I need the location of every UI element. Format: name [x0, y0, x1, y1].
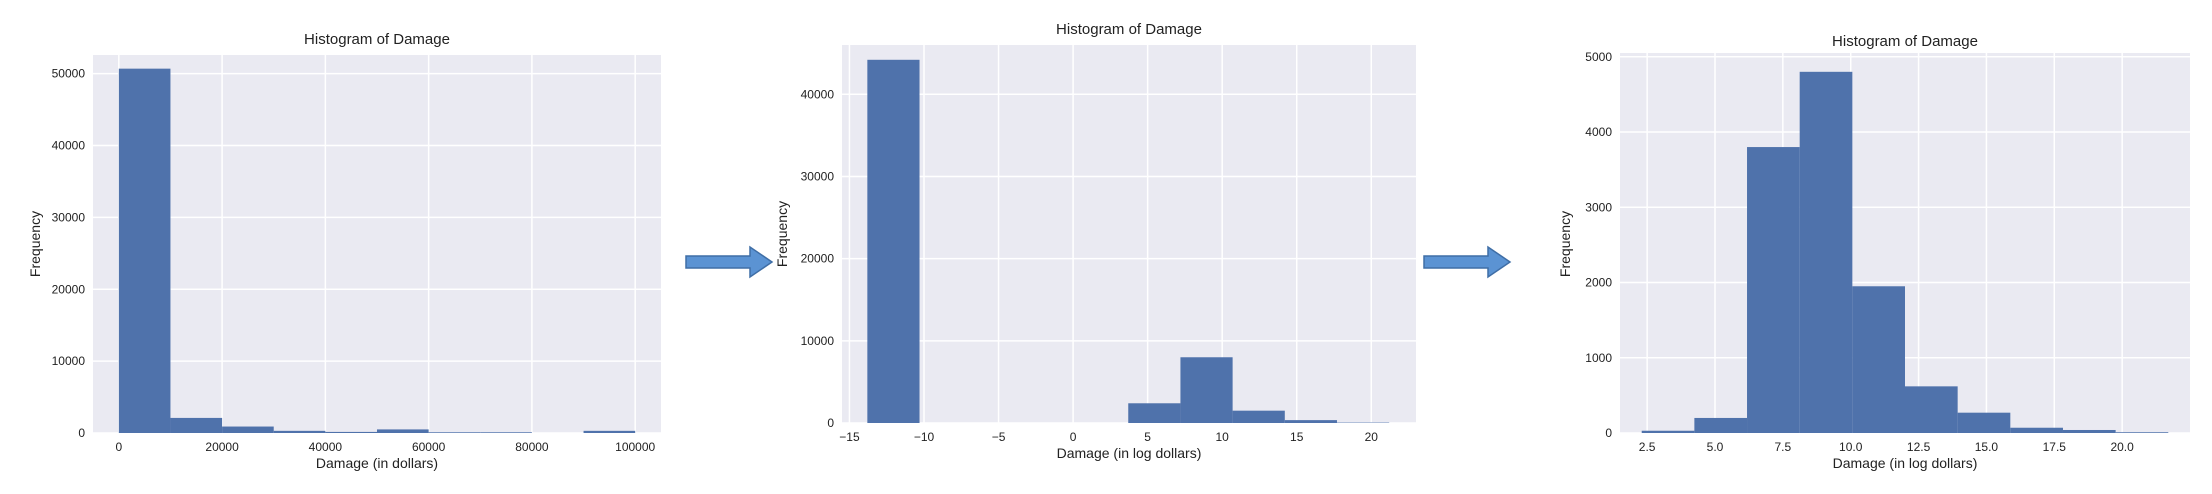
histogram-bar [1232, 410, 1285, 423]
x-tick-label: 0 [115, 440, 122, 454]
x-tick-label: 17.5 [2043, 440, 2067, 454]
x-tick-label: 20.0 [2110, 440, 2134, 454]
histogram-bars [867, 59, 1390, 423]
y-tick-labels: 0 10000 20000 30000 40000 [801, 87, 835, 430]
y-tick-label: 50000 [52, 67, 86, 81]
histogram-bar [1128, 403, 1181, 423]
y-tick-label: 5000 [1585, 50, 1612, 64]
histogram-bar [377, 429, 429, 433]
y-tick-labels: 0 1000 2000 3000 4000 5000 [1585, 50, 1612, 440]
histogram-bar [1747, 147, 1800, 434]
histogram-bar [1957, 412, 2011, 433]
histogram-bars [118, 68, 636, 433]
x-tick-label: −15 [839, 430, 860, 444]
x-tick-label: 80000 [515, 440, 549, 454]
y-tick-label: 0 [1605, 426, 1612, 440]
x-tick-label: −10 [914, 430, 935, 444]
x-axis-label: Damage (in log dollars) [1057, 445, 1202, 461]
chart-title: Histogram of Damage [1832, 33, 1978, 50]
histogram-bar [273, 430, 326, 433]
plot-area [842, 45, 1416, 423]
right-arrow-icon [685, 245, 774, 279]
y-tick-label: 20000 [52, 282, 86, 296]
y-tick-labels: 0 10000 20000 30000 40000 50000 [52, 67, 86, 440]
histogram-bar [1180, 357, 1233, 423]
x-tick-label: 60000 [412, 440, 446, 454]
chart-title: Histogram of Damage [304, 31, 450, 48]
y-tick-label: 0 [78, 426, 85, 440]
y-tick-label: 40000 [52, 139, 86, 153]
x-tick-label: 20 [1365, 430, 1379, 444]
histogram-bar [118, 68, 171, 433]
y-tick-label: 2000 [1585, 276, 1612, 290]
x-tick-labels: 0 20000 40000 60000 80000 100000 [115, 440, 655, 454]
x-tick-label: 5.0 [1707, 440, 1724, 454]
histogram-bar [2062, 429, 2116, 433]
plot-area [93, 55, 661, 433]
right-arrow-icon [1423, 245, 1512, 279]
x-axis-label: Damage (in log dollars) [1833, 455, 1978, 471]
histogram-panel-log-dollars: Histogram of Damage −15 −10 −5 0 5 10 15 20 0 10… [774, 21, 1416, 461]
y-tick-label: 20000 [801, 252, 835, 266]
y-tick-label: 1000 [1585, 351, 1612, 365]
histogram-bar [2010, 427, 2063, 433]
x-tick-label: 7.5 [1775, 440, 1792, 454]
x-tick-label: 10 [1216, 430, 1230, 444]
y-axis-label: Frequency [27, 211, 43, 277]
histogram-bar [1284, 420, 1337, 423]
histogram-panel-log-dollars-filtered: Histogram of Damage 2.5 5.0 7.5 10.0 12.5 15.… [1557, 33, 2190, 471]
x-axis-label: Damage (in dollars) [316, 455, 438, 471]
y-axis-label: Frequency [1557, 211, 1573, 277]
histogram-bar [1799, 71, 1853, 433]
histogram-bar [1852, 286, 1905, 433]
x-tick-label: 12.5 [1907, 440, 1931, 454]
histogram-bar [428, 432, 481, 433]
histogram-bars [1641, 71, 2169, 434]
histogram-bar [1641, 430, 1695, 433]
x-tick-label: 0 [1070, 430, 1077, 444]
x-tick-label: 10.0 [1839, 440, 1863, 454]
histogram-bar [1694, 417, 1748, 433]
y-tick-label: 10000 [52, 354, 86, 368]
y-tick-label: 30000 [801, 169, 835, 183]
y-tick-label: 10000 [801, 334, 835, 348]
x-tick-label: 2.5 [1639, 440, 1656, 454]
x-tick-label: 15 [1290, 430, 1304, 444]
histogram-bar [170, 417, 223, 433]
x-tick-label: 5 [1144, 430, 1151, 444]
histogram-bar [222, 426, 274, 433]
x-tick-label: 20000 [205, 440, 239, 454]
y-tick-label: 3000 [1585, 200, 1612, 214]
histogram-bar [1905, 386, 1958, 433]
x-tick-label: −5 [992, 430, 1006, 444]
histogram-panel-dollars: Histogram of Damage 0 20000 40000 60000 8000… [27, 31, 661, 471]
x-tick-label: 15.0 [1975, 440, 1999, 454]
y-axis-label: Frequency [774, 201, 790, 267]
histogram-bar [325, 431, 377, 433]
y-tick-label: 0 [827, 416, 834, 430]
x-tick-label: 100000 [615, 440, 655, 454]
y-tick-label: 30000 [52, 210, 86, 224]
histogram-bar [2115, 432, 2169, 433]
histogram-bar [480, 432, 532, 433]
x-tick-labels: 2.5 5.0 7.5 10.0 12.5 15.0 17.5 20.0 [1639, 440, 2134, 454]
y-tick-label: 40000 [801, 87, 835, 101]
histogram-bar [583, 430, 636, 433]
x-tick-labels: −15 −10 −5 0 5 10 15 20 [839, 430, 1378, 444]
histogram-bar [867, 59, 920, 423]
y-tick-label: 4000 [1585, 125, 1612, 139]
x-tick-label: 40000 [309, 440, 343, 454]
chart-title: Histogram of Damage [1056, 21, 1202, 38]
